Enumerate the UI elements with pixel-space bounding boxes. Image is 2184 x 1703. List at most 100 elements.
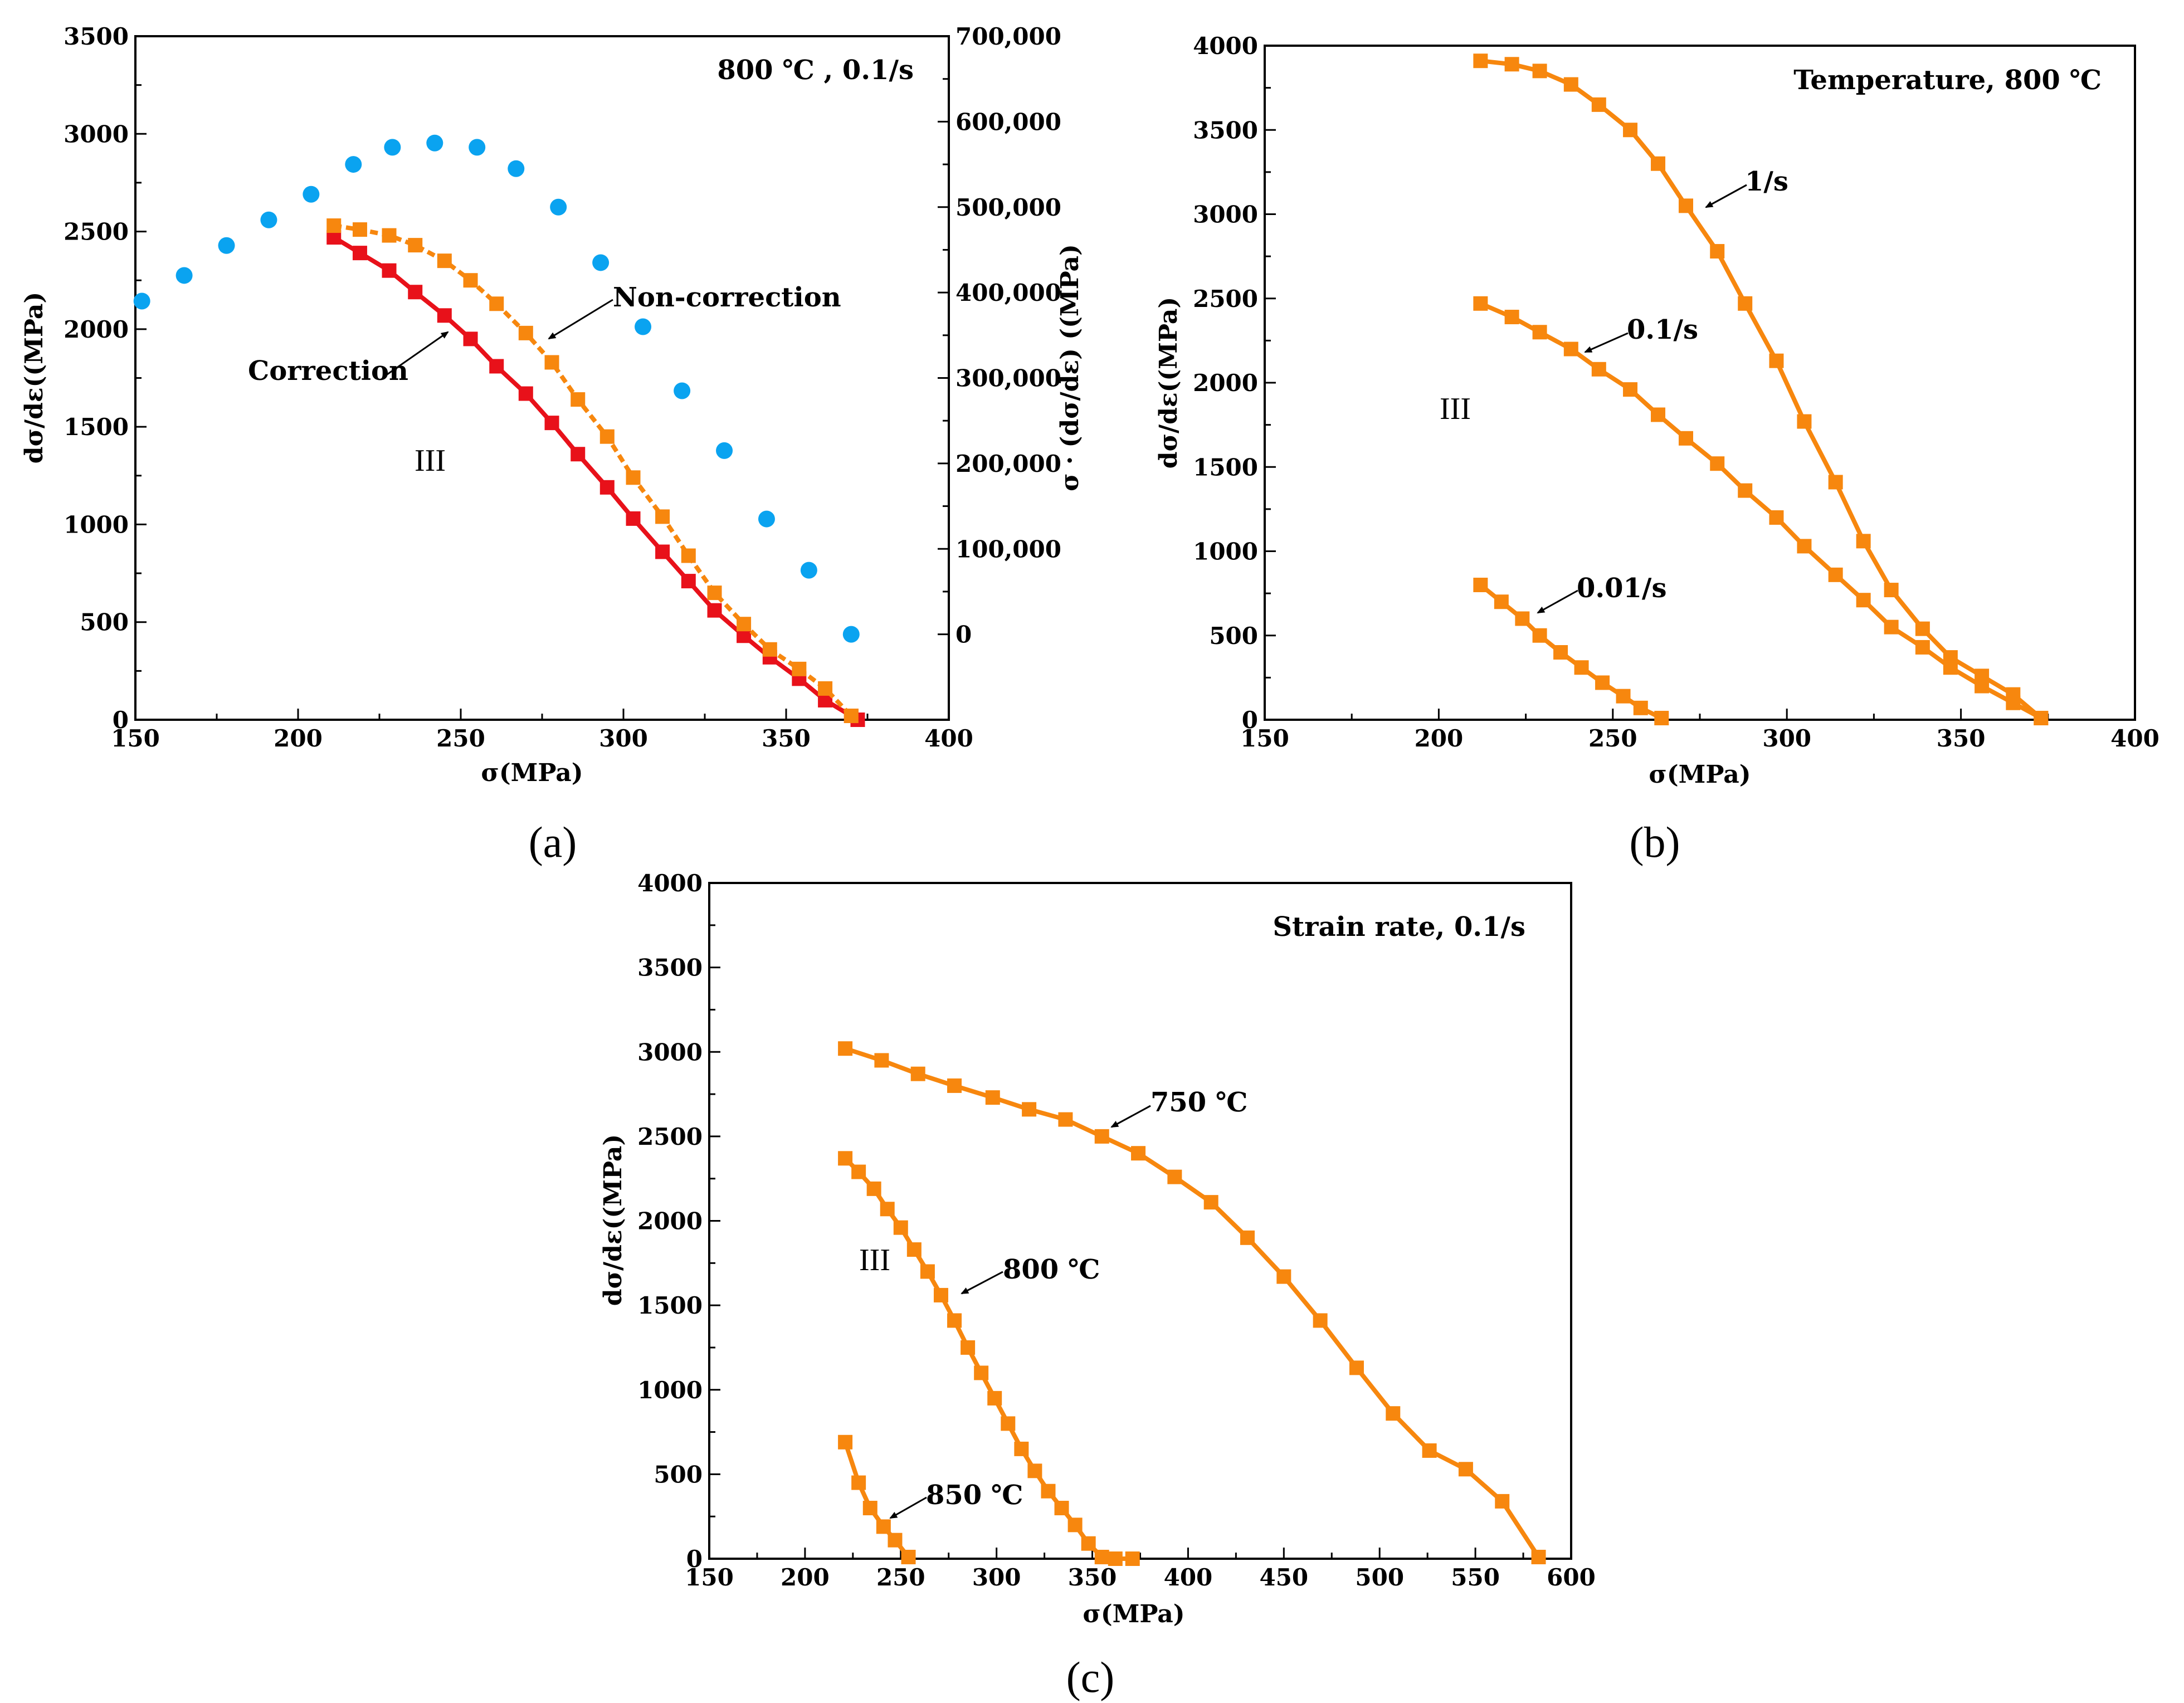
panel-b-data-point <box>1504 310 1519 325</box>
panel-c-x-tick-label: 500 <box>1355 1564 1404 1591</box>
panel-b-data-point <box>1473 53 1488 69</box>
panel-a-data-point <box>176 267 193 284</box>
panel-b-series-0 <box>1473 53 2049 725</box>
panel-b-data-point <box>1679 198 1694 213</box>
panel-b-data-point <box>2034 710 2049 725</box>
panel-a-y2-tick-label: 500,000 <box>956 194 1061 221</box>
panel-a-data-point <box>469 139 486 156</box>
panel-c-y-tick-label: 2000 <box>637 1208 703 1235</box>
panel-c-x-tick-label: 250 <box>876 1564 925 1591</box>
panel-a-data-point <box>674 382 691 399</box>
panel-b-series-1 <box>1473 296 2049 725</box>
panel-a-x-tick-label: 150 <box>111 725 160 752</box>
panel-a-data-point <box>716 442 733 459</box>
panel-c-y-tick-label: 1500 <box>637 1292 703 1319</box>
panel-a-data-point <box>758 510 775 528</box>
panel-a-data-point <box>599 480 615 495</box>
panel-b-data-point <box>1651 156 1666 171</box>
panel-c-data-point <box>1531 1549 1546 1564</box>
panel-b-arrow-2 <box>1584 332 1629 353</box>
panel-a-data-point <box>463 273 478 288</box>
panel-b-data-point <box>1563 77 1578 92</box>
panel-b-data-point <box>1532 628 1547 643</box>
panel-c-x-tick-label: 600 <box>1547 1564 1596 1591</box>
panel-a-series-0 <box>326 230 865 727</box>
panel-b-data-point <box>1943 660 1958 675</box>
panel-c-data-point <box>1167 1169 1182 1184</box>
panel-b-y-tick-label: 0 <box>1242 706 1258 734</box>
panel-a-data-point <box>626 470 641 485</box>
panel-a-data-point <box>800 562 817 579</box>
panel-b-data-point <box>1797 414 1812 429</box>
panel-a-correction-label: Correction <box>248 355 408 387</box>
panel-c-data-point <box>851 1164 866 1179</box>
panel-a-chart: 150 200 250 300 350 400 0 500 1000 1500 2000 2500 30… <box>20 23 1084 866</box>
panel-b-data-point <box>1828 475 1843 490</box>
panel-c-data-point <box>1067 1517 1083 1533</box>
panel-c-series-0 <box>838 1041 1546 1564</box>
panel-c-data-point <box>920 1264 935 1279</box>
panel-b-chart: 150 200 250 300 350 4000500100015002000250030… <box>1154 32 2159 866</box>
panel-a-y2-tick-label: 600,000 <box>956 108 1061 135</box>
panel-b-data-point <box>1473 578 1488 592</box>
panel-c-data-point <box>961 1340 976 1355</box>
panel-c-data-point <box>838 1434 853 1450</box>
panel-b-data-point <box>1623 123 1638 138</box>
panel-b-series-label-2: 0.1/s <box>1627 314 1698 345</box>
panel-a-label: (a) <box>529 818 577 866</box>
panel-b-data-point <box>1651 407 1666 422</box>
panel-c-data-point <box>893 1220 908 1235</box>
panel-a-data-point <box>707 603 722 618</box>
panel-b-data-point <box>1553 645 1568 660</box>
panel-a-x-tick-label: 200 <box>274 725 323 752</box>
panel-b-series-line <box>1480 58 2042 720</box>
panel-c-data-point <box>1014 1441 1029 1456</box>
panel-c-x-label: σ(MPa) <box>1083 1600 1184 1628</box>
panel-a-data-point <box>384 139 401 156</box>
panel-b-data-point <box>1828 567 1843 582</box>
panel-a-y2-tick-label: 700,000 <box>956 23 1061 50</box>
panel-b-x-tick-label: 400 <box>2110 725 2159 752</box>
panel-c-data-point <box>862 1501 878 1516</box>
panel-c-data-point <box>880 1202 895 1217</box>
panel-a-y-tick-label: 2500 <box>64 218 129 246</box>
panel-b-data-point <box>1532 325 1547 340</box>
panel-a-data-point <box>489 359 504 374</box>
panel-c-arrow-1 <box>1110 1105 1151 1128</box>
panel-c-data-point <box>1349 1360 1364 1375</box>
panel-b-data-point <box>1633 700 1648 715</box>
panel-c-y-tick-label: 4000 <box>637 870 703 897</box>
panel-b-arrow-1 <box>1705 184 1747 208</box>
panel-a-data-point <box>352 222 367 237</box>
panel-c-data-point <box>1027 1463 1042 1478</box>
panel-c-x-tick-label: 350 <box>1068 1564 1117 1591</box>
panel-a-data-point <box>544 355 559 370</box>
panel-c-data-point <box>1131 1146 1146 1161</box>
panel-a-data-point <box>792 661 807 676</box>
panel-c-y-tick-label: 500 <box>654 1461 703 1488</box>
panel-a-data-point <box>626 511 641 526</box>
panel-a-noncorrection-label: Non-correction <box>613 282 841 313</box>
panel-b-x-tick-label: 200 <box>1415 725 1464 752</box>
panel-c-series-label-1: 750 ℃ <box>1150 1087 1247 1118</box>
panel-c-data-point <box>974 1365 989 1380</box>
panel-c-data-point <box>1386 1406 1401 1421</box>
panel-c-data-point <box>838 1041 853 1056</box>
panel-b-data-point <box>1515 611 1530 626</box>
panel-a-x-label: σ(MPa) <box>481 759 583 787</box>
panel-c-data-point <box>1058 1112 1073 1127</box>
panel-c-data-point <box>874 1053 889 1068</box>
panel-a-data-point <box>818 681 833 696</box>
panel-c-y-tick-label: 3500 <box>637 954 703 982</box>
panel-c-data-point <box>906 1242 922 1257</box>
panel-c-data-point <box>987 1390 1002 1406</box>
panel-a-data-point <box>408 238 423 253</box>
panel-c-data-point <box>1022 1102 1037 1117</box>
panel-a-y2-tick-label: 0 <box>956 621 972 648</box>
panel-c-data-point <box>1094 1549 1109 1564</box>
panel-b-data-point <box>1532 64 1547 79</box>
panel-b-y-tick-label: 1000 <box>1193 538 1258 565</box>
panel-c-data-point <box>866 1181 881 1196</box>
panel-b-x-tick-label: 350 <box>1937 725 1986 752</box>
panel-c-arrow-2 <box>961 1271 1003 1295</box>
